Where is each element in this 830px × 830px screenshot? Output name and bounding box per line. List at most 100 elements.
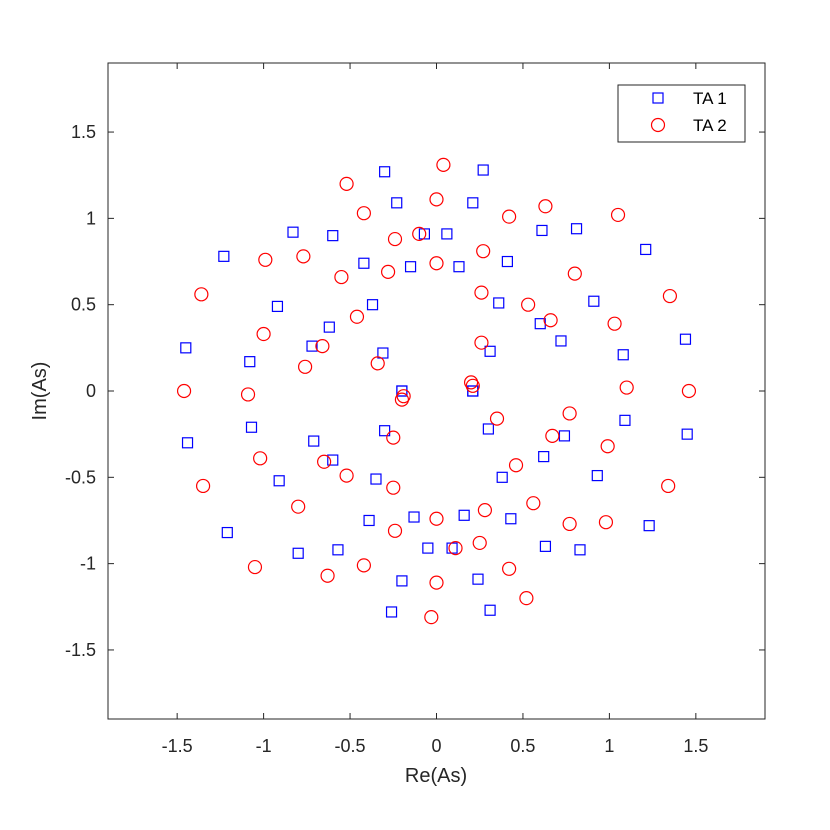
data-point-circle <box>502 561 517 576</box>
data-point-square <box>558 430 571 442</box>
data-point-square <box>181 437 194 449</box>
y-tick-label: -1 <box>80 554 96 574</box>
data-point-square <box>467 385 479 397</box>
data-point-square <box>391 197 403 209</box>
data-point-square <box>496 471 508 483</box>
data-point-square <box>536 224 548 237</box>
data-point-circle <box>380 264 396 279</box>
data-point-circle <box>339 468 354 483</box>
data-point-square <box>441 228 453 240</box>
data-point-circle <box>429 192 444 207</box>
data-point-circle <box>334 269 349 285</box>
y-tick-label: 0 <box>86 381 96 401</box>
data-point-square <box>379 425 391 437</box>
data-point-square <box>418 228 430 240</box>
data-point-circle <box>195 478 211 494</box>
data-point-square <box>218 250 230 262</box>
data-point-circle <box>508 458 524 473</box>
data-point-square <box>332 544 344 556</box>
data-point-square <box>363 514 375 527</box>
data-point-circle <box>176 383 192 399</box>
data-point-circle <box>526 496 541 511</box>
data-point-square <box>245 421 258 433</box>
data-point-circle <box>463 375 479 390</box>
data-point-circle <box>253 451 268 466</box>
data-point-circle <box>519 591 534 606</box>
data-point-circle <box>429 256 444 271</box>
y-tick-label: 1.5 <box>71 122 96 142</box>
data-point-square <box>484 345 496 357</box>
data-point-circle <box>502 209 517 224</box>
data-point-square <box>180 342 192 354</box>
data-point-square <box>287 226 299 238</box>
data-point-circle <box>386 480 401 495</box>
data-point-circle <box>291 499 306 514</box>
data-point-square <box>555 335 567 347</box>
legend-label-ta1: TA 1 <box>693 89 727 108</box>
data-point-square <box>221 526 233 539</box>
data-point-square <box>377 347 389 359</box>
data-point-circle <box>543 313 558 328</box>
data-point-circle <box>521 297 536 312</box>
series-2 <box>176 157 697 625</box>
data-point-square <box>408 511 420 523</box>
data-point-circle <box>607 316 622 331</box>
data-point-square <box>467 197 479 209</box>
data-point-circle <box>681 383 697 399</box>
data-point-circle <box>356 206 371 221</box>
data-point-square <box>617 349 629 361</box>
data-point-square <box>619 414 631 426</box>
data-point-square <box>501 255 513 268</box>
legend-box <box>617 84 746 143</box>
data-point-circle <box>194 287 209 302</box>
data-point-square <box>327 230 339 242</box>
y-tick-label: 1 <box>86 208 96 228</box>
x-tick-label: -1 <box>256 736 272 756</box>
data-point-square <box>385 606 398 618</box>
x-tick-label: 1 <box>604 736 614 756</box>
data-point-square <box>453 261 465 273</box>
data-point-circle <box>562 406 577 421</box>
data-point-circle <box>298 359 313 374</box>
data-point-circle <box>349 309 365 324</box>
data-point-circle <box>387 523 403 538</box>
data-point-square <box>366 299 379 311</box>
data-point-circle <box>610 207 626 223</box>
data-point-circle <box>315 339 330 354</box>
x-axis-ticks: -1.5 -1 -0.5 0 0.5 1 1.5 <box>162 63 708 756</box>
x-tick-label: -1.5 <box>162 736 193 756</box>
data-point-circle <box>448 540 463 556</box>
data-point-circle <box>247 559 263 575</box>
data-point-square <box>472 573 484 585</box>
data-point-square <box>370 473 382 485</box>
series-layer <box>176 157 697 625</box>
data-point-circle <box>662 288 678 304</box>
data-point-square <box>640 243 652 256</box>
data-point-circle <box>386 430 401 445</box>
data-point-circle <box>412 226 427 242</box>
data-point-square <box>482 423 494 435</box>
data-point-circle <box>429 511 444 526</box>
data-point-circle <box>256 326 271 342</box>
data-point-circle <box>296 249 311 264</box>
data-point-square <box>271 300 284 313</box>
data-point-circle <box>370 356 385 371</box>
x-tick-label: -0.5 <box>335 736 366 756</box>
data-point-square <box>679 333 692 345</box>
series-1 <box>180 164 693 618</box>
data-point-square <box>458 509 470 521</box>
data-point-square <box>396 575 408 587</box>
y-axis-ticks: -1.5 -1 -0.5 0 0.5 1 1.5 <box>65 122 765 660</box>
data-point-circle <box>429 575 444 590</box>
x-tick-label: 0.5 <box>510 736 535 756</box>
data-point-square <box>477 164 489 176</box>
data-point-square <box>244 356 256 368</box>
y-tick-label: 0.5 <box>71 295 96 315</box>
data-point-square <box>538 451 550 463</box>
data-point-circle <box>258 252 273 267</box>
y-axis-label: Im(As) <box>29 362 51 421</box>
x-axis-label: Re(As) <box>405 765 467 787</box>
data-point-square <box>505 513 517 525</box>
data-point-square <box>493 297 505 309</box>
